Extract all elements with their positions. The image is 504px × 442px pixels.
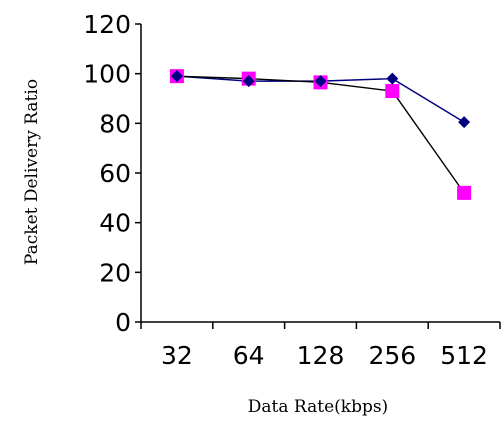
y-tick-label-80: 80 bbox=[99, 109, 131, 138]
series-lines bbox=[176, 75, 465, 194]
series-1-point-512 bbox=[458, 116, 471, 129]
y-axis: 0 20 40 60 80 100 120 bbox=[83, 10, 142, 337]
series-1-point-32 bbox=[170, 70, 183, 83]
y-tick-label-120: 120 bbox=[83, 10, 131, 39]
x-axis: 32 64 128 256 512 bbox=[140, 321, 501, 370]
x-tick-label-256: 256 bbox=[368, 341, 416, 370]
series-2-line bbox=[176, 75, 465, 194]
y-tick-label-40: 40 bbox=[99, 209, 131, 238]
y-tick-label-60: 60 bbox=[99, 159, 131, 188]
series-2-point-512 bbox=[457, 185, 472, 200]
series-1-point-128 bbox=[314, 75, 327, 88]
y-axis-title: Packet Delivery Ratio bbox=[22, 79, 42, 265]
x-tick-label-32: 32 bbox=[161, 341, 193, 370]
series-1-point-256 bbox=[386, 72, 399, 85]
y-tick-label-20: 20 bbox=[99, 258, 131, 287]
series-2-point-256 bbox=[385, 84, 400, 99]
series-1-point-64 bbox=[242, 75, 255, 88]
x-tick-label-512: 512 bbox=[440, 341, 488, 370]
y-tick-label-100: 100 bbox=[83, 60, 131, 89]
series-markers bbox=[169, 69, 472, 200]
y-tick-label-0: 0 bbox=[115, 308, 131, 337]
x-tick-label-128: 128 bbox=[297, 341, 345, 370]
x-axis-title: Data Rate(kbps) bbox=[248, 397, 388, 417]
x-tick-label-64: 64 bbox=[233, 341, 265, 370]
